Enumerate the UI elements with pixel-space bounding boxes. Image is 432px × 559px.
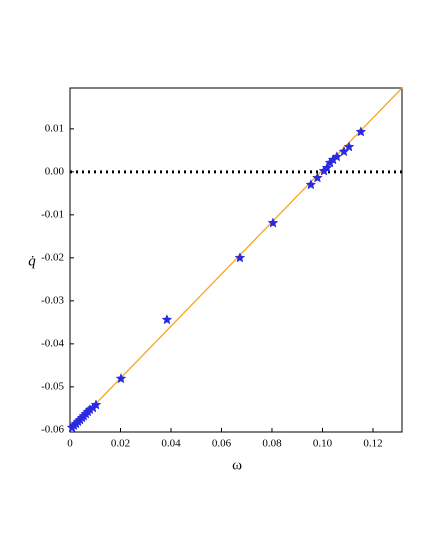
data-point (161, 314, 173, 325)
x-tick-label: 0.08 (262, 438, 282, 450)
data-point (115, 373, 127, 384)
data-point (312, 172, 323, 183)
data-point (321, 162, 333, 173)
data-point (305, 179, 317, 190)
data-point (355, 126, 367, 137)
data-point (267, 217, 279, 228)
plot-frame (69, 87, 403, 433)
y-tick-label: 0.00 (45, 165, 65, 177)
y-tick-label: -0.05 (41, 380, 64, 392)
y-tick-label: -0.01 (41, 208, 64, 220)
data-point (234, 252, 246, 263)
x-tick-label: 0 (67, 438, 73, 450)
y-axis-label: q̇ (28, 253, 36, 269)
data-point (331, 151, 343, 162)
x-tick-label: 0.10 (313, 438, 333, 450)
y-tick-label: -0.02 (41, 251, 64, 263)
y-tick-label: -0.06 (41, 423, 64, 435)
x-tick-label: 0.06 (212, 438, 232, 450)
x-tick-label: 0.04 (161, 438, 181, 450)
x-tick-label: 0.12 (363, 438, 382, 450)
y-tick-label: 0.01 (45, 122, 64, 134)
x-tick-label: 0.02 (111, 438, 130, 450)
data-point (343, 141, 355, 152)
data-point (90, 399, 102, 410)
y-tick-label: -0.04 (41, 337, 64, 349)
y-tick-label: -0.03 (41, 294, 64, 306)
x-axis-label: ω (232, 457, 242, 473)
